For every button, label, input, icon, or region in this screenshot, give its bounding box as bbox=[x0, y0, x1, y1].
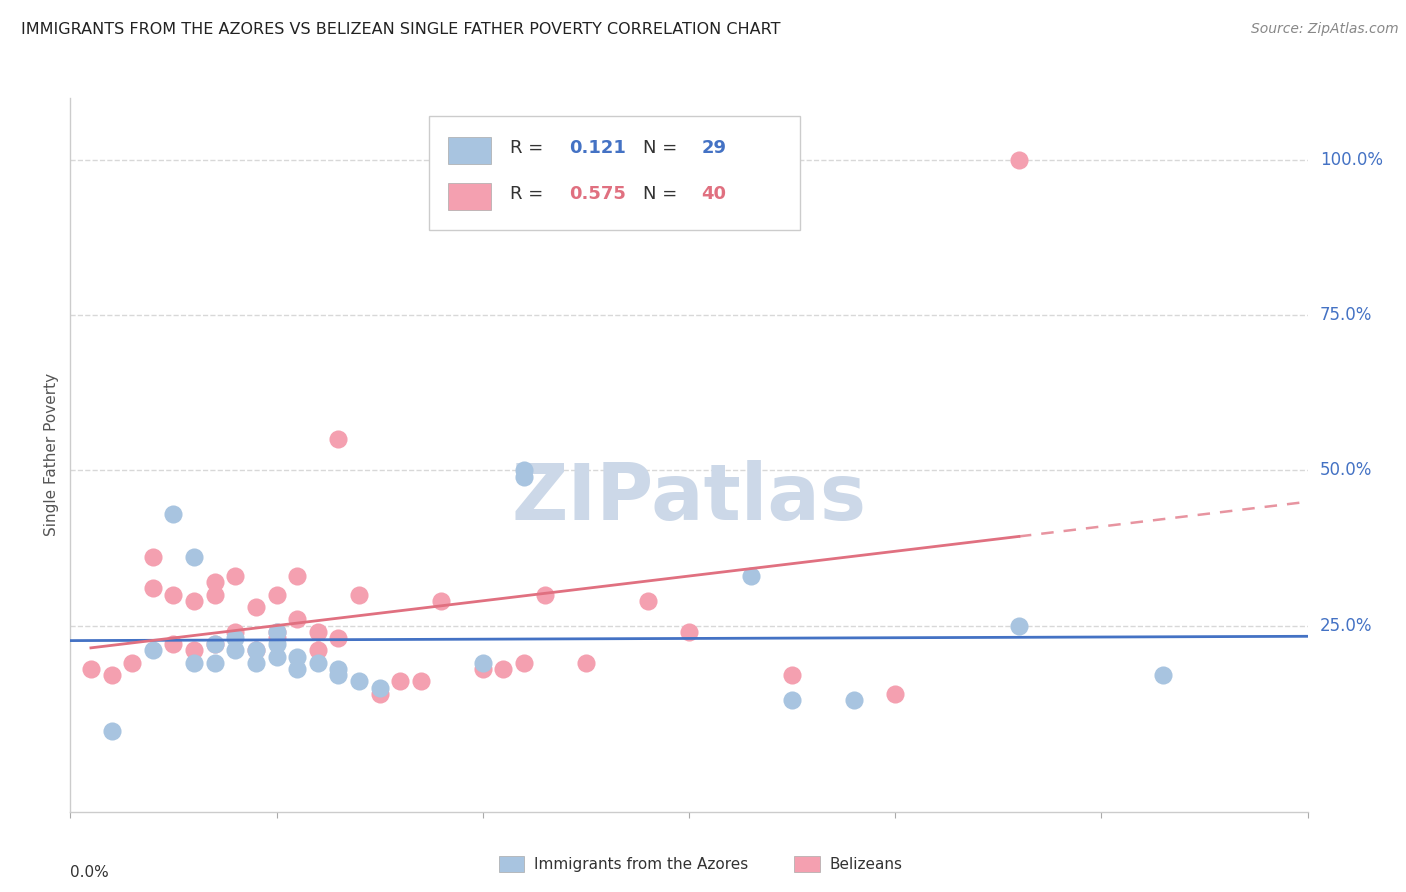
Point bbox=[575, 656, 598, 670]
Point bbox=[245, 643, 267, 657]
FancyBboxPatch shape bbox=[447, 136, 491, 164]
Point bbox=[1152, 668, 1174, 682]
Text: IMMIGRANTS FROM THE AZORES VS BELIZEAN SINGLE FATHER POVERTY CORRELATION CHART: IMMIGRANTS FROM THE AZORES VS BELIZEAN S… bbox=[21, 22, 780, 37]
Point bbox=[328, 662, 350, 676]
Point bbox=[884, 687, 907, 701]
Point bbox=[430, 593, 453, 607]
Point bbox=[204, 656, 226, 670]
Point bbox=[266, 624, 288, 639]
Text: R =: R = bbox=[509, 139, 548, 157]
Point bbox=[266, 637, 288, 651]
Y-axis label: Single Father Poverty: Single Father Poverty bbox=[44, 374, 59, 536]
Point bbox=[285, 612, 308, 626]
Point bbox=[121, 656, 143, 670]
Point bbox=[266, 588, 288, 602]
Point bbox=[162, 588, 184, 602]
Point bbox=[533, 588, 555, 602]
Point bbox=[183, 550, 205, 565]
Point bbox=[204, 575, 226, 590]
Point bbox=[492, 662, 515, 676]
Point bbox=[285, 649, 308, 664]
Text: 0.575: 0.575 bbox=[569, 186, 626, 203]
Point bbox=[347, 588, 370, 602]
Point bbox=[224, 624, 246, 639]
Point bbox=[678, 624, 700, 639]
Point bbox=[183, 656, 205, 670]
Point bbox=[513, 463, 536, 477]
Point bbox=[780, 668, 803, 682]
Text: N =: N = bbox=[643, 139, 683, 157]
Point bbox=[471, 662, 494, 676]
Point bbox=[162, 637, 184, 651]
FancyBboxPatch shape bbox=[447, 183, 491, 211]
Point bbox=[328, 433, 350, 447]
Point bbox=[1008, 153, 1031, 168]
Point bbox=[245, 643, 267, 657]
Point bbox=[204, 588, 226, 602]
Point bbox=[347, 674, 370, 689]
Point bbox=[224, 643, 246, 657]
Point bbox=[204, 637, 226, 651]
Point bbox=[80, 662, 103, 676]
Point bbox=[266, 624, 288, 639]
Point bbox=[224, 631, 246, 645]
Point bbox=[245, 599, 267, 614]
Point bbox=[142, 643, 165, 657]
Text: N =: N = bbox=[643, 186, 683, 203]
Point bbox=[328, 668, 350, 682]
Point bbox=[637, 593, 659, 607]
Point bbox=[285, 662, 308, 676]
Point bbox=[307, 656, 329, 670]
Text: 25.0%: 25.0% bbox=[1320, 616, 1372, 634]
Point bbox=[389, 674, 412, 689]
Text: 0.0%: 0.0% bbox=[70, 865, 110, 880]
Point bbox=[471, 656, 494, 670]
Point bbox=[513, 469, 536, 483]
Point bbox=[409, 674, 432, 689]
Point bbox=[245, 656, 267, 670]
Text: 0.121: 0.121 bbox=[569, 139, 626, 157]
Point bbox=[842, 693, 865, 707]
Point bbox=[183, 643, 205, 657]
Point bbox=[285, 569, 308, 583]
Point bbox=[224, 569, 246, 583]
Text: 50.0%: 50.0% bbox=[1320, 461, 1372, 479]
Point bbox=[307, 643, 329, 657]
Point bbox=[307, 624, 329, 639]
Text: Belizeans: Belizeans bbox=[830, 857, 903, 871]
Point bbox=[513, 656, 536, 670]
Point bbox=[204, 637, 226, 651]
Point bbox=[142, 582, 165, 596]
Text: 100.0%: 100.0% bbox=[1320, 151, 1384, 169]
Text: ZIPatlas: ZIPatlas bbox=[512, 459, 866, 536]
Point bbox=[368, 681, 391, 695]
Point bbox=[328, 631, 350, 645]
Point bbox=[142, 550, 165, 565]
Point bbox=[100, 724, 122, 739]
Text: Source: ZipAtlas.com: Source: ZipAtlas.com bbox=[1251, 22, 1399, 37]
Point bbox=[183, 593, 205, 607]
Text: Immigrants from the Azores: Immigrants from the Azores bbox=[534, 857, 748, 871]
Point bbox=[266, 631, 288, 645]
Point bbox=[100, 668, 122, 682]
Text: 75.0%: 75.0% bbox=[1320, 306, 1372, 325]
Point bbox=[780, 693, 803, 707]
Point bbox=[266, 649, 288, 664]
FancyBboxPatch shape bbox=[429, 116, 800, 230]
Point bbox=[740, 569, 762, 583]
Text: R =: R = bbox=[509, 186, 548, 203]
Text: 29: 29 bbox=[702, 139, 727, 157]
Text: 40: 40 bbox=[702, 186, 727, 203]
Point bbox=[1008, 618, 1031, 632]
Point bbox=[368, 687, 391, 701]
Point bbox=[162, 507, 184, 521]
